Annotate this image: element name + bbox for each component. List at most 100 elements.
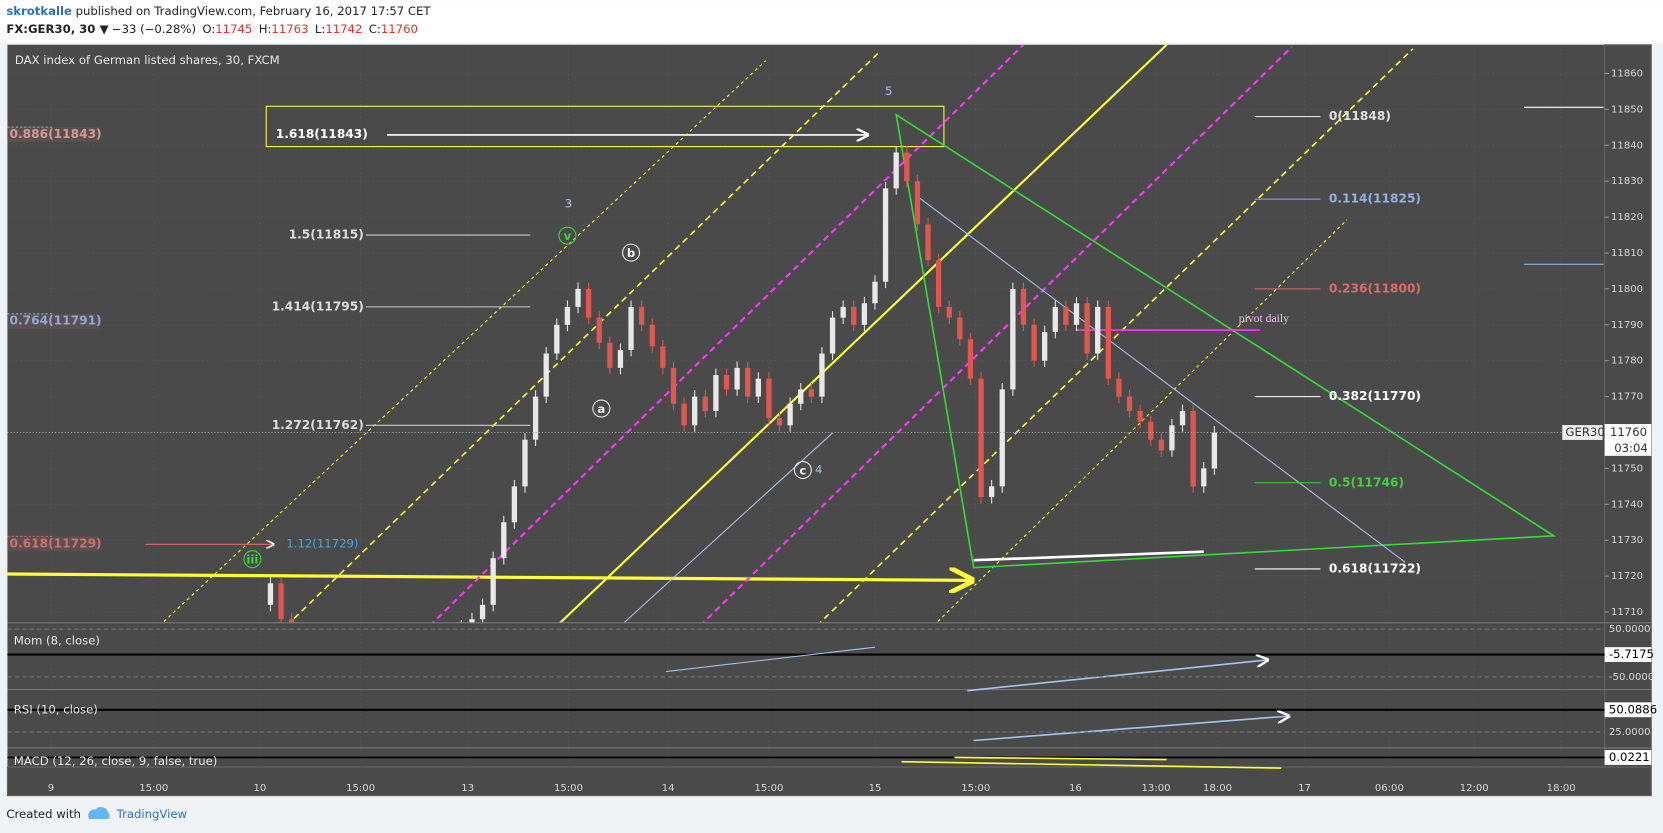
candle-body: [532, 396, 539, 440]
candle-body: [522, 439, 528, 487]
y-tick-label: 11860: [1611, 68, 1643, 79]
candle-body: [681, 403, 687, 426]
indicator-names: Mom (8, close) RSI (10, close) MACD (12,…: [14, 633, 218, 768]
footer-brand[interactable]: TradingView: [116, 807, 188, 821]
candle-body: [543, 353, 549, 397]
trend-line: [973, 716, 1289, 742]
x-tick-label: 15:00: [139, 783, 168, 794]
last-value: 50.0886: [1609, 702, 1657, 716]
x-tick-label: 13: [461, 783, 474, 794]
pivot-label: pivot daily: [1239, 312, 1289, 325]
candle-body: [1052, 306, 1058, 332]
candle-body: [660, 346, 666, 368]
candle-body: [617, 349, 624, 368]
wave-label: iii: [246, 553, 258, 567]
candle-body: [755, 378, 761, 397]
footer-created: Created with: [6, 807, 81, 821]
level-label: 25.0000: [1609, 727, 1651, 738]
candle-body: [1042, 331, 1048, 361]
candle-body: [999, 389, 1005, 487]
indicator-name: RSI (10, close): [14, 702, 98, 716]
candle-body: [1073, 303, 1080, 325]
candle-body: [490, 558, 496, 605]
candle-body: [1126, 396, 1133, 411]
candle-body: [808, 389, 815, 397]
wave-label: v: [564, 229, 572, 243]
y-tick-label: 11850: [1611, 104, 1643, 115]
wave-circles: v iii a b c: [243, 226, 812, 569]
candle-body: [479, 604, 486, 620]
candle-body: [1169, 425, 1175, 451]
fib-label: 0.5(11746): [1329, 475, 1404, 489]
candle-body: [988, 486, 995, 498]
fib-tag: [7, 313, 99, 329]
candle-body: [278, 583, 284, 620]
x-tick-label: 15: [869, 783, 882, 794]
x-tick-label: 15:00: [554, 783, 583, 794]
header-bar: [0, 0, 1663, 43]
fib-label: 1.414(11795): [272, 299, 364, 313]
y-tick-label: 11840: [1611, 140, 1643, 151]
candle-body: [798, 389, 804, 404]
y-tick-label: 11780: [1611, 356, 1643, 367]
y-tick-label: 11790: [1611, 320, 1643, 331]
candle-body: [1137, 410, 1143, 422]
level-label: 50.0000: [1609, 624, 1651, 635]
wave-label: 5: [885, 84, 892, 98]
fib-label: 0(11848): [1329, 109, 1391, 123]
candle-body: [914, 181, 921, 225]
drawings: [7, 44, 1604, 623]
fib-label: 0.382(11770): [1329, 389, 1421, 403]
level-label: -50.0000: [1609, 672, 1654, 683]
candle-body: [1201, 468, 1207, 487]
candle-body: [978, 378, 984, 498]
candle-body: [628, 306, 634, 350]
candle-body: [554, 324, 560, 354]
candle-body: [904, 152, 910, 182]
wave-labels: 3 5 4: [565, 84, 893, 477]
fib-label: 0.618(11729): [10, 536, 102, 550]
candle-body: [787, 403, 793, 426]
trend-line: [967, 660, 1267, 692]
ohlc-value: 11745: [215, 21, 252, 35]
candle-body: [1116, 378, 1122, 397]
y-tick-label: 11810: [1611, 248, 1643, 259]
candle-body: [1031, 324, 1037, 361]
x-tick-label: 18:00: [1547, 783, 1576, 794]
y-tick-label: 11710: [1611, 607, 1643, 618]
last-price-box: [1604, 424, 1652, 456]
ohlc-label: L:: [315, 21, 325, 35]
candle-body: [734, 367, 740, 390]
y-tick-label: 11750: [1611, 463, 1643, 474]
last-price: 11760: [1610, 425, 1647, 439]
trend-line: [665, 646, 876, 673]
fib-label: 1.12(11729): [286, 536, 358, 550]
y-tick-label: 11730: [1611, 535, 1643, 546]
candle-body: [639, 306, 645, 325]
candle-body: [1105, 306, 1111, 379]
candle-body: [1020, 288, 1027, 325]
chart-area: [7, 44, 1605, 768]
x-tick-label: 15:00: [961, 783, 990, 794]
y-tick-label: 11800: [1611, 284, 1643, 295]
candle-body: [1190, 410, 1196, 487]
fib-label: 0.618(11722): [1329, 561, 1421, 575]
candle-body: [935, 260, 942, 307]
x-tick-label: 12:00: [1460, 783, 1489, 794]
candle-body: [925, 224, 931, 261]
last-value-tag: [1604, 750, 1652, 765]
ohlc-value: 11763: [271, 21, 308, 35]
chart-title: DAX index of German listed shares, 30, F…: [15, 53, 280, 67]
candle-body: [745, 367, 751, 397]
ohlc-label: O:: [202, 21, 215, 35]
candle-body: [692, 396, 698, 426]
candle-body: [1148, 421, 1154, 440]
candle-body: [511, 486, 518, 523]
candle-body: [957, 317, 963, 340]
candle-body: [1158, 439, 1164, 451]
fib-tag: [7, 536, 99, 552]
x-tick-label: 16: [1069, 783, 1082, 794]
fib-label: 0.764(11791): [10, 314, 102, 328]
candle-body: [861, 303, 868, 325]
